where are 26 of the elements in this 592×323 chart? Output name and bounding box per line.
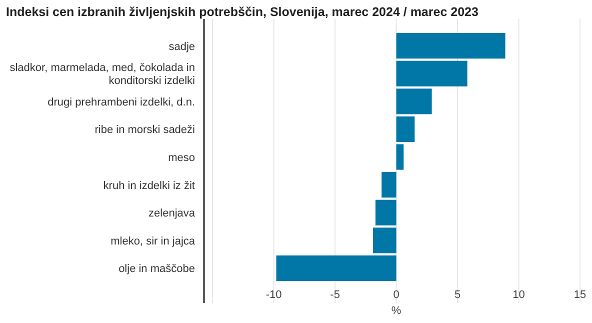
bar xyxy=(396,88,432,114)
y-tick-label: mleko, sir in jajca xyxy=(110,235,196,248)
x-tick-label: 5 xyxy=(454,289,461,301)
bar xyxy=(396,144,404,170)
x-tick-label: 15 xyxy=(574,289,586,301)
y-tick-label: sadje xyxy=(168,40,195,53)
y-tick-label: zelenjava xyxy=(148,208,196,220)
bar xyxy=(382,172,396,198)
bar xyxy=(373,228,396,254)
x-tick-label: 0 xyxy=(393,289,400,301)
y-tick-label: drugi prehrambeni izdelki, d.n. xyxy=(48,96,195,108)
x-tick-label: -5 xyxy=(330,289,340,301)
y-tick-label: olje in maščobe xyxy=(118,263,195,276)
bar xyxy=(375,200,396,226)
y-tick-label: kruh in izdelki iz žit xyxy=(103,180,195,192)
bar xyxy=(396,33,506,59)
bar xyxy=(396,116,415,142)
y-tick-label: sladkor, marmelada, med, čokolada in konditorski izdelki xyxy=(10,62,195,88)
x-tick-label: -10 xyxy=(266,289,282,301)
y-tick-label: ribe in morski sadeži xyxy=(94,124,195,136)
y-tick-label: meso xyxy=(168,152,195,164)
x-axis-title: % xyxy=(391,305,402,317)
x-tick-label: 10 xyxy=(512,289,525,301)
bar xyxy=(276,255,396,281)
bar xyxy=(396,60,468,86)
chart-title: Indeksi cen izbranih življenjskih potrebščin, Slovenija, marec 2024 / marec 2023 xyxy=(6,5,478,19)
